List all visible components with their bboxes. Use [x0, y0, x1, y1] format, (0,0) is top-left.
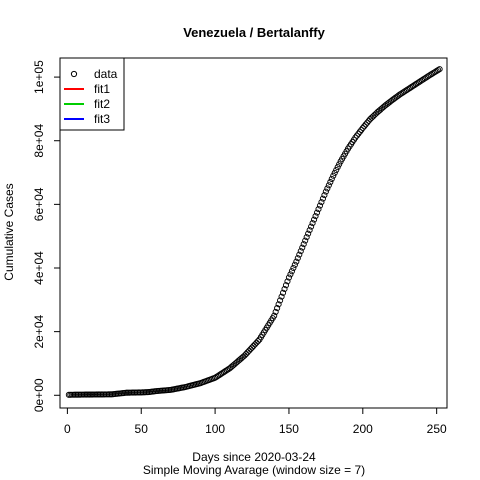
y-tick-label: 0e+00: [32, 378, 46, 412]
legend-fit1-label: fit1: [94, 82, 110, 96]
data-point: [328, 179, 333, 184]
legend-fit3-label: fit3: [94, 112, 110, 126]
x-tick-label: 250: [427, 422, 447, 436]
data-point: [289, 269, 294, 274]
x-tick-label: 200: [353, 422, 373, 436]
x-tick-label: 50: [135, 422, 149, 436]
y-tick-label: 4e+04: [32, 251, 46, 285]
y-tick-label: 1e+05: [32, 60, 46, 94]
y-tick-label: 2e+04: [32, 314, 46, 348]
chart-title: Venezuela / Bertalanffy: [183, 25, 325, 40]
legend: data fit1 fit2 fit3: [60, 58, 124, 130]
data-point: [326, 183, 331, 188]
data-point: [329, 176, 334, 181]
y-tick-label: 8e+04: [32, 124, 46, 158]
chart-subtitle: Simple Moving Avarage (window size = 7): [143, 463, 365, 477]
x-tick-label: 100: [205, 422, 225, 436]
data-point: [292, 262, 297, 267]
legend-data-label: data: [94, 67, 118, 81]
x-axis: 0 50 100 150 200 250: [64, 408, 447, 436]
legend-fit2-label: fit2: [94, 97, 110, 111]
y-tick-label: 6e+04: [32, 187, 46, 221]
data-point: [325, 186, 330, 191]
data-point: [291, 265, 296, 270]
y-axis-label: Cumulative Cases: [2, 183, 16, 280]
x-tick-label: 150: [279, 422, 299, 436]
x-tick-label: 0: [64, 422, 71, 436]
data-point: [288, 272, 293, 277]
x-axis-label: Days since 2020-03-24: [192, 450, 316, 464]
y-axis: 0e+00 2e+04 4e+04 6e+04 8e+04 1e+05: [32, 60, 60, 412]
